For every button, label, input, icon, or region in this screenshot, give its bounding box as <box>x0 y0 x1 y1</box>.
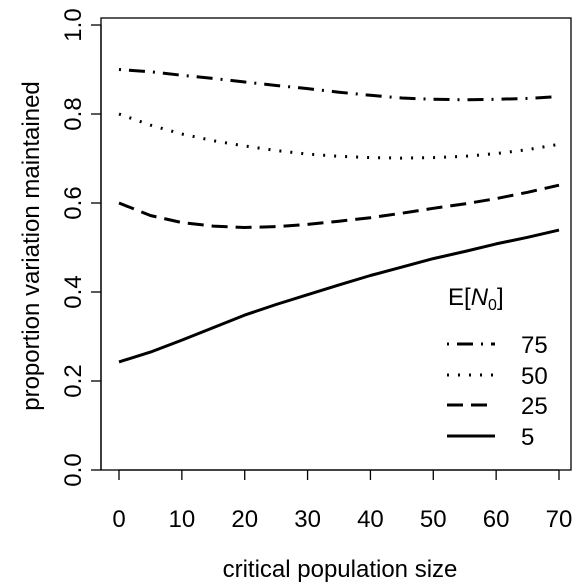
series-line-75 <box>118 68 560 102</box>
legend-label-25: 25 <box>521 393 548 420</box>
y-tick-label: 1.0 <box>60 8 87 41</box>
x-tick-label: 20 <box>231 506 258 533</box>
legend-label-75: 75 <box>521 332 548 359</box>
y-tick-label: 0.0 <box>60 453 87 486</box>
x-axis-label: critical population size <box>223 556 458 583</box>
x-tick-label: 10 <box>169 506 196 533</box>
series-line-25 <box>118 183 560 229</box>
y-tick-label: 0.4 <box>60 275 87 308</box>
x-axis: 0 10 20 30 40 50 60 70 <box>112 469 573 533</box>
y-axis: 0.0 0.2 0.4 0.6 0.8 1.0 <box>60 8 102 487</box>
series-line-50 <box>118 112 560 160</box>
x-tick-label: 70 <box>546 506 573 533</box>
legend: E[N0] 75 50 25 5 <box>447 284 548 451</box>
x-tick-label: 60 <box>483 506 510 533</box>
y-axis-label: proportion variation maintained <box>18 81 45 411</box>
x-tick-label: 0 <box>112 506 125 533</box>
series-line-5 <box>118 228 560 364</box>
legend-title: E[N0] <box>448 284 504 314</box>
x-tick-label: 40 <box>357 506 384 533</box>
x-tick-label: 50 <box>420 506 447 533</box>
x-tick-label: 30 <box>294 506 321 533</box>
legend-label-5: 5 <box>521 424 534 451</box>
y-tick-label: 0.6 <box>60 186 87 219</box>
y-tick-label: 0.8 <box>60 97 87 130</box>
y-tick-label: 0.2 <box>60 364 87 397</box>
legend-label-50: 50 <box>521 363 548 390</box>
series-lines <box>118 68 560 364</box>
